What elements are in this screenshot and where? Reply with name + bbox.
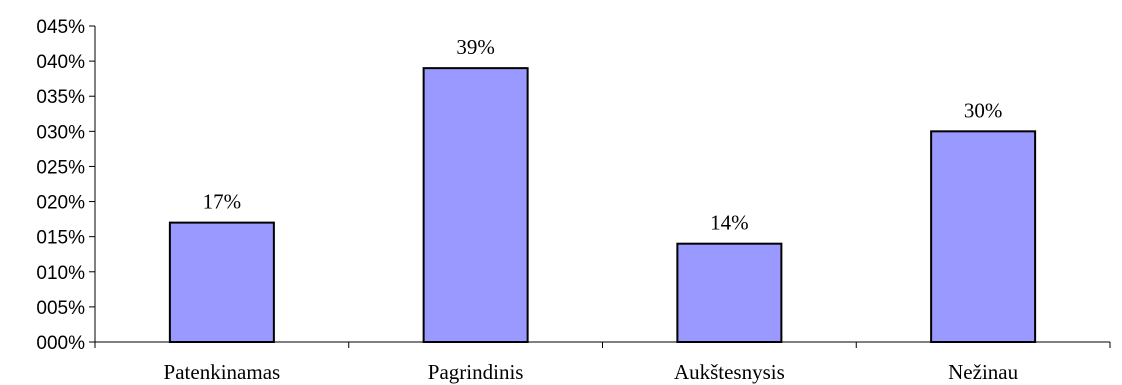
bar <box>168 221 275 343</box>
x-axis: Patenkinamas Pagrindinis Aukštesnysis Nežin… <box>94 341 1111 384</box>
x-tick-label: Pagrindinis <box>428 360 524 384</box>
y-tick-label: 035% <box>36 87 85 108</box>
bar <box>676 242 783 343</box>
data-label: 14% <box>710 211 749 235</box>
y-tick-label: 015% <box>36 228 85 249</box>
y-tick-label: 010% <box>36 263 85 284</box>
data-label: 30% <box>964 98 1003 122</box>
y-axis: 000% 005% 010% 015% 020% 025% 030% 035% 040% 045% <box>36 17 96 354</box>
data-labels: 17% 39% 14% 30% <box>203 35 1003 235</box>
y-tick-label: 000% <box>36 333 85 354</box>
data-label: 17% <box>203 190 242 214</box>
y-tick-label: 045% <box>36 17 85 38</box>
bar <box>422 67 529 343</box>
y-tick-label: 040% <box>36 52 85 73</box>
y-tick-label: 025% <box>36 157 85 178</box>
data-label: 39% <box>456 35 495 59</box>
x-tick-label: Nežinau <box>948 360 1018 384</box>
x-tick-label: Patenkinamas <box>164 360 281 384</box>
y-tick-label: 020% <box>36 193 85 214</box>
bar <box>930 130 1037 343</box>
y-tick-label: 005% <box>36 298 85 319</box>
bars <box>168 67 1037 343</box>
y-tick-label: 030% <box>36 122 85 143</box>
x-tick-label: Aukštesnysis <box>674 360 785 384</box>
